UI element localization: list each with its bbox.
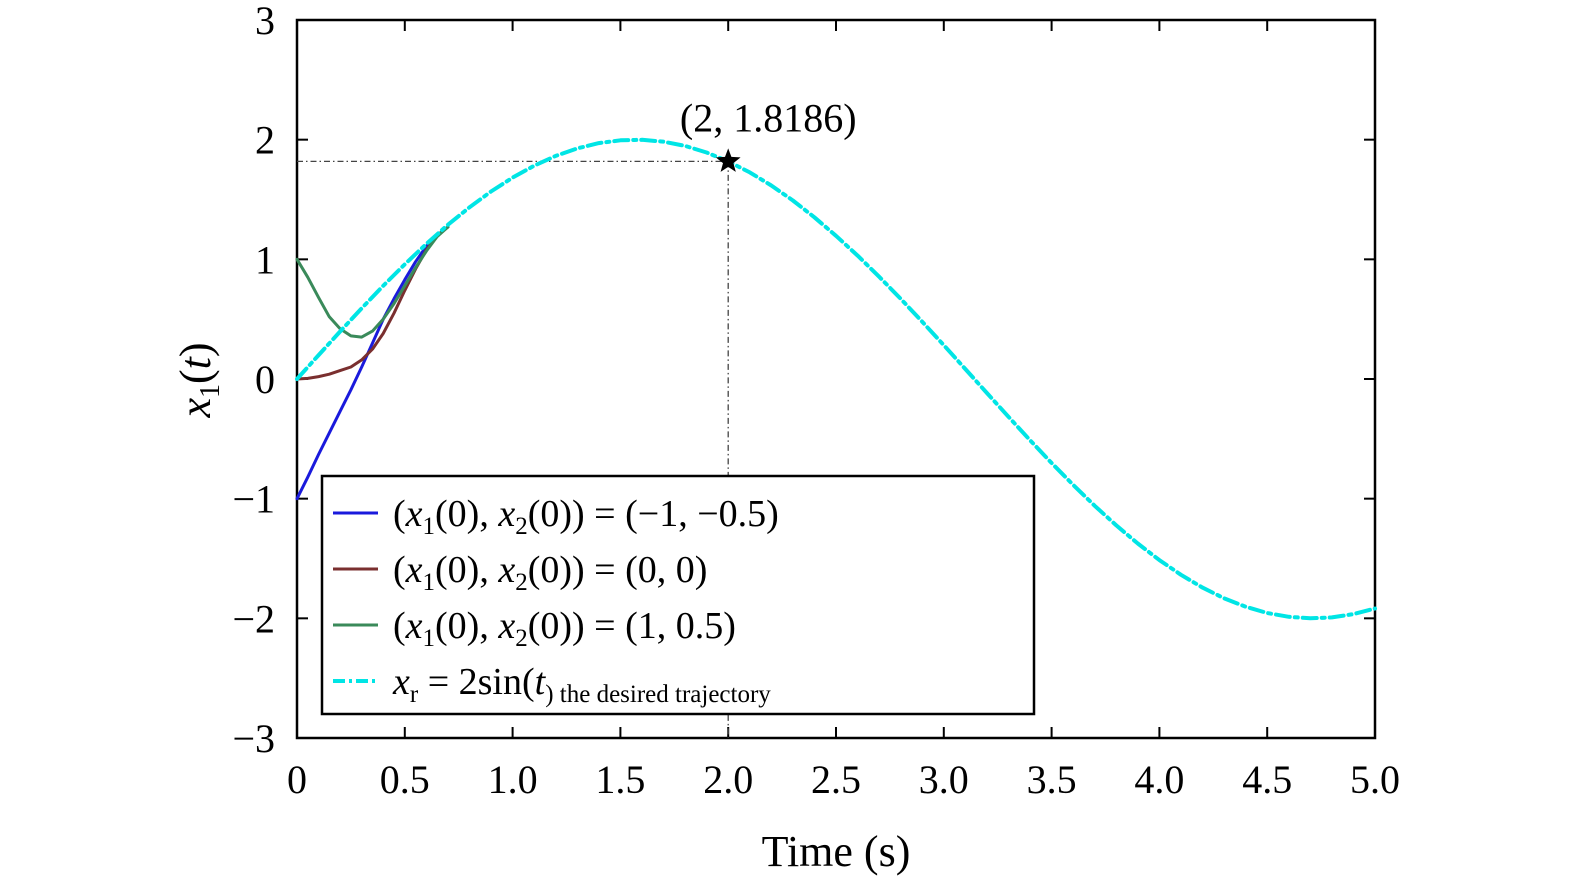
star-marker	[715, 148, 741, 172]
legend: (x1(0), x2(0)) = (−1, −0.5) (x1(0), x2(0)…	[320, 474, 1036, 716]
x-tick-label: 4.5	[1242, 757, 1292, 802]
series-line-1	[295, 225, 450, 501]
x-tick-label: 2.0	[703, 757, 753, 802]
y-tick-label: 1	[255, 237, 275, 282]
x-tick-labels: 0 0.5 1.0 1.5 2.0 2.5 3.0 3.5 4.0 4.5 5.0	[287, 757, 1400, 802]
y-tick-labels: −3 −2 −1 0 1 2 3	[232, 0, 275, 761]
y-tick-label: 2	[255, 118, 275, 163]
legend-box	[320, 474, 1036, 716]
x-tick-label: 2.5	[811, 757, 861, 802]
x-tick-label: 0.5	[380, 757, 430, 802]
annotation-layer: (2, 1.8186)	[680, 95, 857, 172]
x-tick-label: 3.5	[1027, 757, 1077, 802]
series-line-3	[295, 225, 450, 339]
x-axis-label: Time (s)	[762, 827, 911, 876]
x-tick-label: 3.0	[919, 757, 969, 802]
legend-label-1: (x1(0), x2(0)) = (−1, −0.5)	[393, 493, 779, 540]
x-tick-label: 1.5	[595, 757, 645, 802]
x-tick-label: 0	[287, 757, 307, 802]
y-axis-label: x1(t)	[171, 342, 226, 418]
series-layer	[295, 137, 1377, 738]
series-line-4	[295, 137, 1377, 621]
legend-label-3: (x1(0), x2(0)) = (1, 0.5)	[393, 605, 736, 652]
y-tick-label: 3	[255, 0, 275, 43]
x-tick-label: 5.0	[1350, 757, 1400, 802]
x-tick-label: 4.0	[1134, 757, 1184, 802]
x-tick-label: 1.0	[488, 757, 538, 802]
legend-label-4: xr = 2sin(t) the desired trajectory	[392, 661, 771, 708]
axis-ticks	[296, 19, 1376, 739]
annotation-label: (2, 1.8186)	[680, 95, 857, 140]
y-tick-label: 0	[255, 357, 275, 402]
legend-label-2: (x1(0), x2(0)) = (0, 0)	[393, 549, 707, 596]
y-tick-label: −3	[232, 716, 275, 761]
y-tick-label: −1	[232, 477, 275, 522]
y-tick-label: −2	[232, 596, 275, 641]
